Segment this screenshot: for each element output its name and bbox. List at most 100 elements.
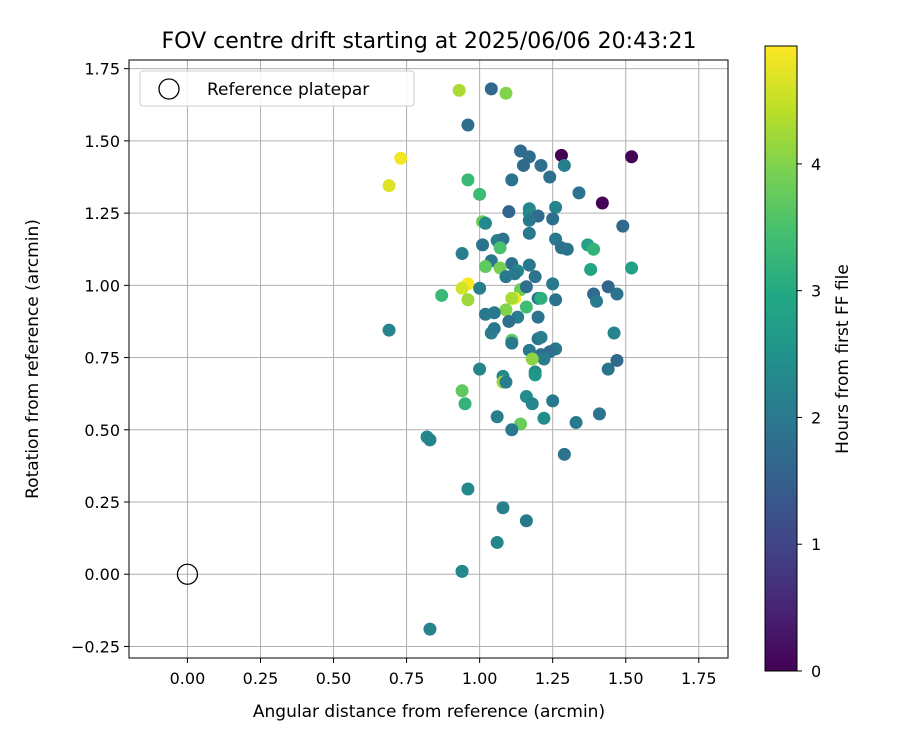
x-tick-label: 1.50 [608, 669, 644, 688]
y-tick-label: 0.00 [84, 565, 120, 584]
colorbar-tick-label: 4 [811, 155, 821, 174]
scatter-point [522, 226, 536, 240]
scatter-point [522, 258, 536, 272]
scatter-point [625, 261, 639, 275]
scatter-point [423, 622, 437, 636]
y-tick-label: 1.75 [84, 60, 120, 79]
colorbar-tick-label: 1 [811, 535, 821, 554]
scatter-point [616, 219, 630, 233]
scatter-point [537, 411, 551, 425]
scatter-point [478, 260, 492, 274]
y-tick-label: 0.75 [84, 349, 120, 368]
scatter-point [505, 423, 519, 437]
scatter-point [525, 352, 539, 366]
scatter-point [473, 281, 487, 295]
x-tick-label: 0.75 [389, 669, 425, 688]
x-tick-label: 0.00 [170, 669, 206, 688]
scatter-point [484, 82, 498, 96]
x-tick-label: 1.25 [535, 669, 571, 688]
scatter-point [584, 262, 598, 276]
scatter-point [534, 330, 548, 344]
legend-box [139, 70, 415, 107]
scatter-point [473, 362, 487, 376]
scatter-point [461, 118, 475, 132]
scatter-point [505, 173, 519, 187]
scatter-point [537, 352, 551, 366]
scatter-point [478, 216, 492, 230]
y-axis-ticks: −0.25 0.00 0.25 0.50 0.75 1.00 1.25 1.50 1.75 [71, 60, 129, 656]
scatter-point [452, 83, 466, 97]
scatter-point [572, 186, 586, 200]
scatter-point [525, 397, 539, 411]
colorbar-tick-label: 2 [811, 408, 821, 427]
scatter-point [546, 277, 560, 291]
scatter-point [423, 433, 437, 447]
grid-lines [129, 60, 728, 658]
legend-marker-icon [158, 78, 180, 100]
scatter-point [531, 310, 545, 324]
scatter-point [610, 287, 624, 301]
scatter-point [496, 501, 510, 515]
scatter-point [487, 322, 501, 336]
colorbar-label: Hours from first FF file [833, 264, 853, 454]
scatter-point [502, 205, 516, 219]
scatter-point [461, 173, 475, 187]
scatter-point [505, 336, 519, 350]
scatter-point [528, 270, 542, 284]
scatter-point [461, 293, 475, 307]
plot-frame [128, 59, 729, 659]
x-tick-label: 1.75 [681, 669, 717, 688]
scatter-point [549, 200, 563, 214]
scatter-point [499, 303, 513, 317]
legend-label: Reference platepar [207, 80, 369, 100]
scatter-point [499, 270, 513, 284]
scatter-point [455, 564, 469, 578]
scatter-points [382, 82, 639, 636]
scatter-point [554, 148, 568, 162]
chart-title: FOV centre drift starting at 2025/06/06 … [162, 29, 697, 54]
scatter-point [587, 242, 601, 256]
y-tick-label: 1.00 [84, 276, 120, 295]
x-tick-label: 1.00 [462, 669, 498, 688]
x-axis-ticks: 0.00 0.25 0.50 0.75 1.00 1.25 1.50 1.75 [170, 658, 717, 688]
scatter-point [519, 280, 533, 294]
scatter-point [534, 291, 548, 305]
y-tick-label: 0.50 [84, 421, 120, 440]
y-tick-label: 1.50 [84, 132, 120, 151]
scatter-point [595, 196, 609, 210]
scatter-point [516, 158, 530, 172]
scatter-point [601, 280, 615, 294]
scatter-point [557, 158, 571, 172]
scatter-point [546, 212, 560, 226]
scatter-point [461, 482, 475, 496]
scatter-point [522, 213, 536, 227]
scatter-point [473, 187, 487, 201]
y-tick-label: 1.25 [84, 204, 120, 223]
colorbar-gradient [764, 45, 798, 672]
colorbar-tick-label: 0 [811, 662, 821, 681]
scatter-point [382, 179, 396, 193]
scatter-point [519, 514, 533, 528]
colorbar-ticks: 0 1 2 3 4 [797, 155, 821, 681]
scatter-point [382, 323, 396, 337]
scatter-point [569, 416, 583, 430]
y-tick-label: 0.25 [84, 493, 120, 512]
colorbar: 0 1 2 3 4 Hours from first FF file [764, 45, 853, 681]
scatter-point [625, 150, 639, 164]
scatter-point [560, 242, 574, 256]
y-axis-label: Rotation from reference (arcmin) [23, 219, 43, 499]
scatter-point [478, 307, 492, 321]
scatter-point [455, 247, 469, 261]
y-tick-label: −0.25 [71, 637, 120, 656]
reference-marker-group [176, 563, 199, 585]
scatter-point [592, 407, 606, 421]
x-axis-label: Angular distance from reference (arcmin) [253, 702, 605, 722]
scatter-point [546, 394, 560, 408]
scatter-point [499, 86, 513, 100]
x-tick-label: 0.50 [316, 669, 352, 688]
colorbar-tick-label: 3 [811, 282, 821, 301]
scatter-point [543, 170, 557, 184]
scatter-point [458, 397, 472, 411]
scatter-point [502, 314, 516, 328]
